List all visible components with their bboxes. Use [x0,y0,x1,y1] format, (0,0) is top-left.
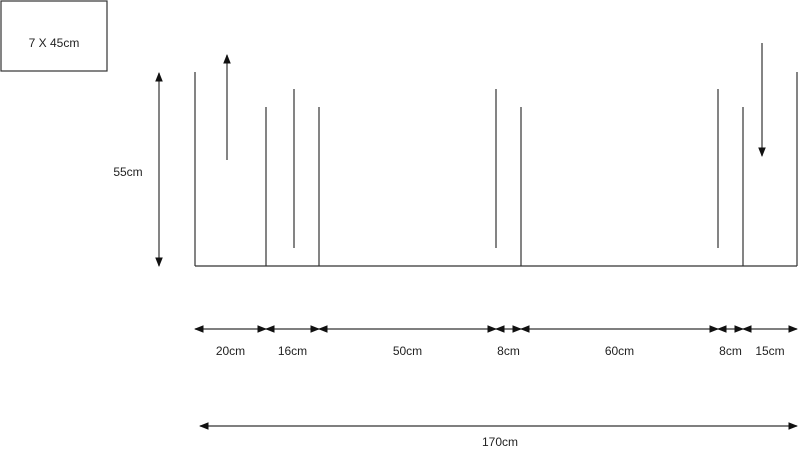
dimension-label: 20cm [216,344,245,358]
dimension-label: 16cm [278,344,307,358]
dimension-label: 60cm [605,344,634,358]
dimension-label: 8cm [719,344,742,358]
width-dimensions: 20cm 16cm 50cm 8cm 60cm 8cm 15cm [194,325,798,358]
dimension-label: 15cm [755,344,784,358]
dimension-label: 8cm [497,344,520,358]
size-box [0,0,108,72]
plan [194,43,798,267]
height-label: 55cm [113,165,142,179]
dimension-label: 50cm [393,344,422,358]
total-label: 170cm [482,435,518,449]
box-label: 7 X 45cm [29,36,80,50]
